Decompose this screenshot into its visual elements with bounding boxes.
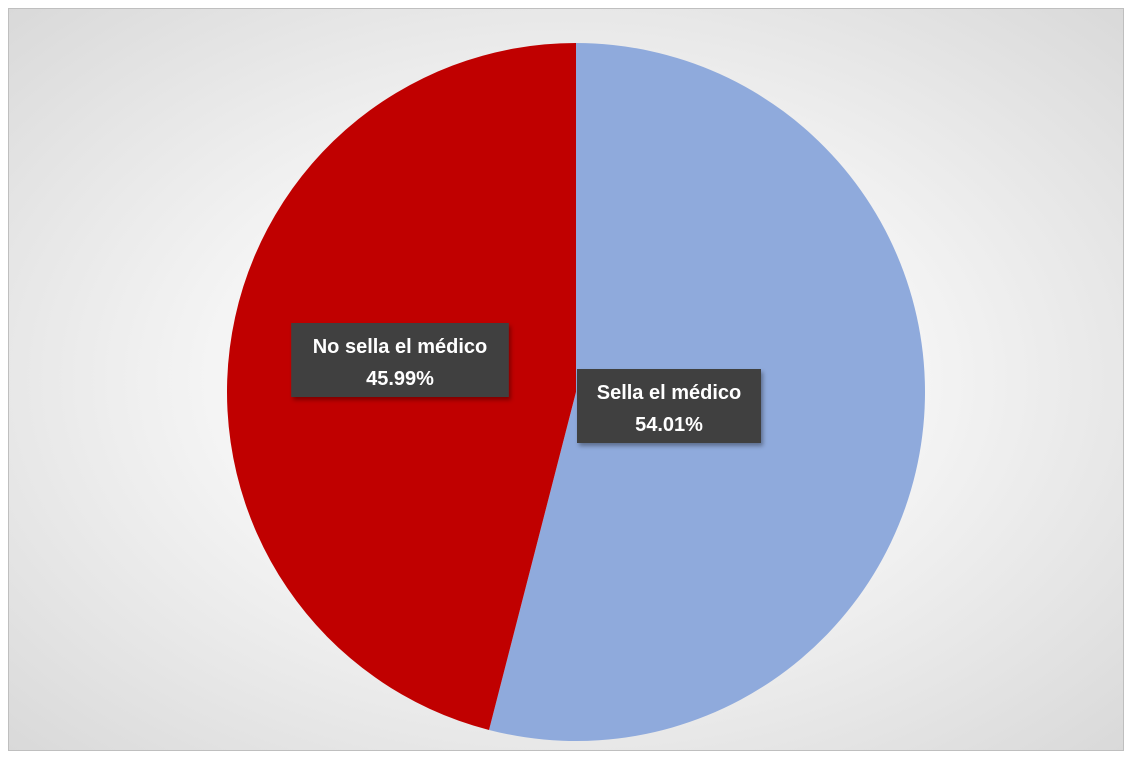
pie-chart: Sella el médico 54.01% No sella el médico 4… — [227, 43, 925, 741]
data-label-box — [291, 323, 509, 397]
data-label-no-sella: No sella el médico 45.99% — [291, 323, 509, 397]
data-label-sella: Sella el médico 54.01% — [577, 369, 761, 443]
data-label-value: 45.99% — [366, 368, 434, 390]
data-label-category: Sella el médico — [597, 382, 742, 404]
data-label-box — [577, 369, 761, 443]
chart-area: Sella el médico 54.01% No sella el médico 4… — [8, 8, 1124, 751]
data-label-value: 54.01% — [635, 414, 703, 436]
data-label-category: No sella el médico — [313, 336, 488, 358]
